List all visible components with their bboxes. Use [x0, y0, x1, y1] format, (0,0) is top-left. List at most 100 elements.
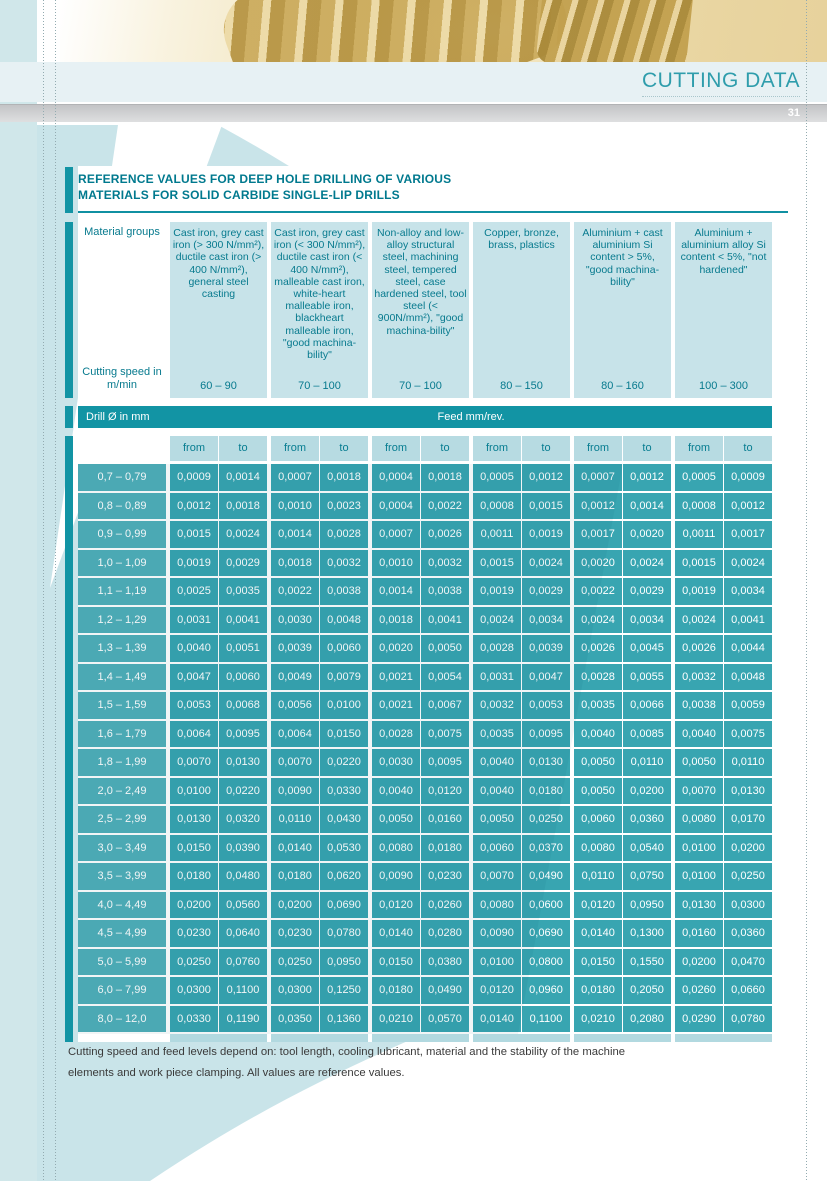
- feed-to-cell: 0,0024: [724, 549, 772, 576]
- feed-from-cell: 0,0038: [675, 692, 723, 719]
- feed-group: 0,0050 0,0250: [473, 806, 570, 833]
- feed-to-cell: 0,0180: [522, 777, 570, 804]
- feed-to-cell: 0,1100: [219, 977, 267, 1004]
- page-title: CUTTING DATA: [641, 69, 800, 97]
- material-group-name: Copper, bronze, brass, plastics: [484, 227, 559, 252]
- feed-from-cell: 0,0100: [675, 863, 723, 890]
- feed-from-cell: 0,0050: [675, 749, 723, 776]
- feed-group: 0,0150 0,1550: [574, 948, 671, 975]
- feed-to-cell: 0,0034: [522, 606, 570, 633]
- feed-to-cell: 0,0490: [522, 863, 570, 890]
- feed-from-cell: 0,0080: [473, 891, 521, 918]
- drill-range-cell: 1,5 – 1,59: [78, 692, 166, 719]
- feed-from-cell: 0,0130: [170, 806, 218, 833]
- feed-group: 0,0290 0,0780: [675, 1005, 772, 1032]
- feed-to-cell: 0,0048: [724, 663, 772, 690]
- feed-from-cell: 0,0080: [675, 806, 723, 833]
- feed-to-cell: 0,0085: [623, 720, 671, 747]
- drill-range-cell: 1,1 – 1,19: [78, 578, 166, 605]
- feed-group: 0,0200 0,0560: [170, 891, 267, 918]
- feed-to-cell: 0,0260: [421, 891, 469, 918]
- table-row: 3,0 – 3,49 0,0150 0,0390 0,0140 0,0530 0,0080…: [78, 834, 772, 861]
- feed-to-cell: 0,0051: [219, 635, 267, 662]
- feed-to-cell: 0,0370: [522, 834, 570, 861]
- to-header: to: [724, 436, 772, 461]
- material-group-speed: 100 – 300: [699, 380, 748, 392]
- table-row: 6,0 – 7,99 0,0300 0,1100 0,0300 0,1250 0,0180…: [78, 977, 772, 1004]
- feed-to-cell: 0,0041: [724, 606, 772, 633]
- feed-group: 0,0064 0,0150: [271, 720, 368, 747]
- feed-to-cell: 0,0075: [421, 720, 469, 747]
- feed-from-cell: 0,0010: [271, 492, 319, 519]
- to-header: to: [421, 436, 469, 461]
- fromto-group: from to: [170, 436, 267, 461]
- feed-group: 0,0012 0,0018: [170, 492, 267, 519]
- feed-group: 0,0050 0,0200: [574, 777, 671, 804]
- left-margin-rail: [0, 0, 37, 1181]
- drill-range-cell: 4,0 – 4,49: [78, 891, 166, 918]
- feed-to-cell: 0,1190: [219, 1005, 267, 1032]
- feed-to-cell: 0,0095: [219, 720, 267, 747]
- feed-group: 0,0090 0,0330: [271, 777, 368, 804]
- feed-group: 0,0031 0,0047: [473, 663, 570, 690]
- material-group-speed: 70 – 100: [298, 380, 341, 392]
- feed-group: 0,0007 0,0018: [271, 464, 368, 491]
- feed-to-cell: 0,0026: [421, 521, 469, 548]
- feed-to-cell: 0,0029: [522, 578, 570, 605]
- feed-to-cell: 0,0110: [623, 749, 671, 776]
- feed-from-cell: 0,0064: [271, 720, 319, 747]
- feed-group: 0,0100 0,0800: [473, 948, 570, 975]
- feed-group: 0,0210 0,2080: [574, 1005, 671, 1032]
- feed-to-cell: 0,1250: [320, 977, 368, 1004]
- feed-to-cell: 0,0045: [623, 635, 671, 662]
- feed-to-cell: 0,0066: [623, 692, 671, 719]
- feed-to-cell: 0,2050: [623, 977, 671, 1004]
- title-side-bar: [65, 167, 73, 213]
- feed-to-cell: 0,0560: [219, 891, 267, 918]
- fromto-row: from to from to from to from to from to from to: [78, 436, 772, 461]
- feed-to-cell: 0,1550: [623, 948, 671, 975]
- feed-from-cell: 0,0049: [271, 663, 319, 690]
- material-group-name: Aluminium + aluminium alloy Si content <…: [680, 227, 767, 276]
- feed-group: 0,0031 0,0041: [170, 606, 267, 633]
- feed-group: 0,0019 0,0029: [473, 578, 570, 605]
- feed-to-cell: 0,0024: [623, 549, 671, 576]
- page-number-band: 31: [0, 104, 827, 122]
- feed-to-cell: 0,0012: [522, 464, 570, 491]
- material-group-cell: Aluminium + aluminium alloy Si content <…: [675, 222, 772, 398]
- feed-group: 0,0024 0,0041: [675, 606, 772, 633]
- feed-from-cell: 0,0022: [271, 578, 319, 605]
- feed-from-cell: 0,0180: [372, 977, 420, 1004]
- feed-group: 0,0040 0,0180: [473, 777, 570, 804]
- feed-to-cell: 0,0060: [320, 635, 368, 662]
- feed-from-cell: 0,0100: [170, 777, 218, 804]
- feed-header: Feed mm/rev.: [437, 411, 505, 423]
- feed-from-cell: 0,0030: [372, 749, 420, 776]
- feed-to-cell: 0,0640: [219, 920, 267, 947]
- feed-to-cell: 0,0250: [724, 863, 772, 890]
- feed-from-cell: 0,0017: [574, 521, 622, 548]
- feed-group: 0,0022 0,0029: [574, 578, 671, 605]
- feed-to-cell: 0,0180: [421, 834, 469, 861]
- material-group-cell: Copper, bronze, brass, plastics 80 – 150: [473, 222, 570, 398]
- material-group-cell: Aluminium + cast aluminium Si content > …: [574, 222, 671, 398]
- feed-to-cell: 0,0490: [421, 977, 469, 1004]
- table-bottom-strip: [170, 1034, 772, 1042]
- feed-to-cell: 0,0020: [623, 521, 671, 548]
- feed-to-cell: 0,0110: [724, 749, 772, 776]
- feed-group: 0,0070 0,0490: [473, 863, 570, 890]
- feed-to-cell: 0,0200: [724, 834, 772, 861]
- feed-from-cell: 0,0040: [473, 777, 521, 804]
- feed-from-cell: 0,0018: [372, 606, 420, 633]
- feed-to-cell: 0,0300: [724, 891, 772, 918]
- drill-range-cell: 1,0 – 1,09: [78, 549, 166, 576]
- feed-to-cell: 0,0012: [623, 464, 671, 491]
- material-group-name: Cast iron, grey cast iron (> 300 N/mm²),…: [172, 227, 265, 301]
- rows-side-bar: [65, 436, 73, 1042]
- feed-from-cell: 0,0120: [372, 891, 420, 918]
- table-row: 1,3 – 1,39 0,0040 0,0051 0,0039 0,0060 0,0020…: [78, 635, 772, 662]
- table-row: 4,0 – 4,49 0,0200 0,0560 0,0200 0,0690 0,0120…: [78, 891, 772, 918]
- feed-from-cell: 0,0210: [372, 1005, 420, 1032]
- feed-group: 0,0160 0,0360: [675, 920, 772, 947]
